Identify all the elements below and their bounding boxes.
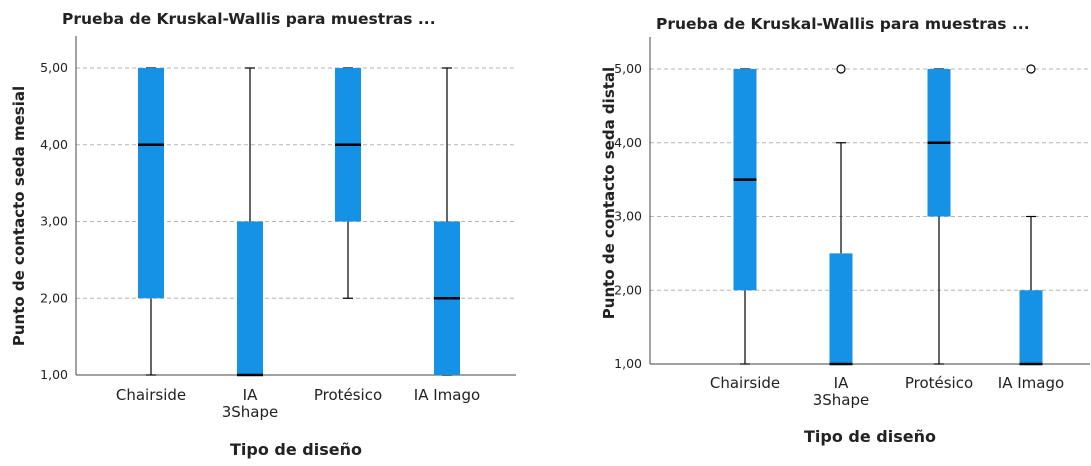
box-group: [733, 68, 757, 365]
y-axis-label: Punto de contacto seda mesial: [10, 86, 28, 346]
x-tick-label: IA 3Shape: [222, 386, 279, 421]
box-iqr: [829, 253, 853, 364]
box-iqr: [138, 68, 164, 299]
x-axis-label: Tipo de diseño: [230, 440, 362, 459]
x-axis-label: Tipo de diseño: [804, 427, 936, 446]
x-tick-label: IA Imago: [414, 386, 480, 404]
boxplot-distal-svg: Prueba de Kruskal-Wallis para muestras .…: [600, 15, 1090, 446]
y-tick-label: 3,00: [614, 209, 642, 224]
chart-title: Prueba de Kruskal-Wallis para muestras .…: [656, 15, 1030, 33]
box-group: [237, 67, 263, 377]
y-tick-label: 4,00: [614, 135, 642, 150]
box-group: [829, 64, 853, 366]
outlier-point: [1026, 64, 1036, 74]
y-tick-label: 5,00: [614, 61, 642, 76]
chart-left: Prueba de Kruskal-Wallis para muestras .…: [0, 0, 530, 461]
box-group: [335, 67, 361, 299]
chart-right: Prueba de Kruskal-Wallis para muestras .…: [590, 0, 1091, 461]
box-iqr: [1019, 290, 1043, 364]
y-axis-label: Punto de contacto seda distal: [600, 67, 618, 319]
boxplot-mesial-svg: Prueba de Kruskal-Wallis para muestras .…: [10, 10, 516, 459]
x-tick-label: Protésico: [905, 374, 973, 392]
box-group: [138, 67, 164, 376]
y-tick-label: 2,00: [614, 282, 642, 297]
y-tick-label: 1,00: [40, 367, 68, 382]
chart-title: Prueba de Kruskal-Wallis para muestras .…: [62, 10, 436, 28]
box-group: [434, 67, 460, 376]
x-tick-label: IA 3Shape: [813, 374, 870, 409]
x-tick-label: Protésico: [314, 386, 382, 404]
y-tick-label: 2,00: [40, 290, 68, 305]
y-tick-label: 3,00: [40, 214, 68, 229]
x-tick-label: IA Imago: [998, 374, 1064, 392]
y-tick-label: 4,00: [40, 137, 68, 152]
y-tick-label: 5,00: [40, 60, 68, 75]
box-iqr: [237, 221, 263, 375]
outlier-point: [836, 64, 846, 74]
x-tick-label: Chairside: [710, 374, 780, 392]
x-tick-label: Chairside: [116, 386, 186, 404]
y-tick-label: 1,00: [614, 356, 642, 371]
box-group: [927, 68, 951, 365]
box-group: [1019, 64, 1043, 366]
